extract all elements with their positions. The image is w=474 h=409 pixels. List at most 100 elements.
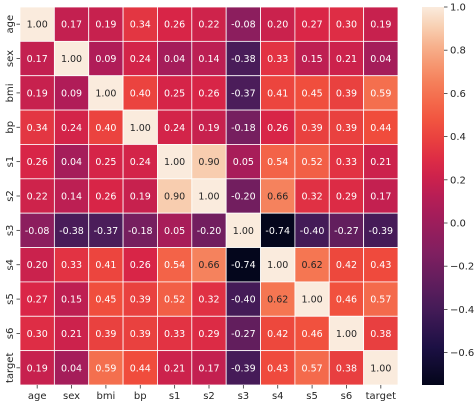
cell-label-s5-age: 0.27 [27,295,48,306]
heatmap-cell-sex-s6 [328,40,365,77]
cell-label-age-sex: 0.17 [61,20,82,31]
cell-label-sex-s1: 0.04 [164,54,185,65]
colorbar-tick-label: 0.4 [450,132,466,143]
cell-label-s1-target: 0.21 [370,157,391,168]
heatmap-cell-s4-s1 [157,247,193,283]
cell-label-s6-bmi: 0.39 [95,329,116,340]
cell-label-age-s3: -0.08 [231,20,256,31]
heatmap-cell-s5-target [363,281,399,317]
heatmap-cell-bmi-age [19,75,55,111]
y-tick-label-s2: s2 [5,190,16,202]
heatmap-cell-bp-target [363,109,399,145]
heatmap-cell-s3-s2 [191,212,227,248]
cell-label-bp-target: 0.44 [370,123,391,134]
cell-label-s2-s6: 0.29 [336,192,357,203]
y-tick-label-s3: s3 [5,225,16,237]
cell-label-s6-age: 0.30 [27,329,48,340]
x-tick-label-s4: s4 [272,391,284,402]
heatmap-cell-age-sex [53,6,90,42]
cell-label-target-s3: -0.39 [231,363,256,374]
heatmap-cell-s1-bp [122,144,158,180]
heatmap-cell-s5-bmi [88,281,124,317]
heatmap-cell-s4-s6 [328,247,365,283]
cell-label-s3-s2: -0.20 [197,226,222,237]
cell-label-s4-target: 0.43 [370,260,391,271]
heatmap-cell-s6-target [363,315,399,352]
y-tick-label-s5: s5 [5,293,16,305]
y-tick-label-bmi: bmi [5,83,16,102]
heatmap-cell-s6-bmi [88,315,124,352]
heatmap-cell-sex-target [363,40,399,77]
cell-label-s5-s1: 0.52 [164,295,185,306]
cell-label-age-bp: 0.34 [130,20,151,31]
heatmap-cell-s6-bp [122,315,158,352]
cell-label-s5-s5: 1.00 [302,295,323,306]
cell-label-target-s2: 0.17 [198,363,219,374]
heatmap-cell-bp-s2 [191,109,227,145]
cell-label-s4-bp: 0.26 [130,260,151,271]
cell-label-s3-s6: -0.27 [334,226,359,237]
heatmap-cell-s6-s1 [157,315,193,352]
cell-label-sex-sex: 1.00 [61,54,82,65]
cell-label-s5-target: 0.57 [370,295,391,306]
heatmap-cell-s2-target [363,178,399,214]
cell-label-s3-age: -0.08 [25,226,50,237]
heatmap-cell-target-s5 [294,350,330,386]
cell-label-s3-bmi: -0.37 [94,226,119,237]
cell-label-target-bp: 0.44 [130,363,151,374]
cell-label-s5-bp: 0.39 [130,295,151,306]
cell-label-s3-sex: -0.38 [59,226,84,237]
cell-label-bmi-s2: 0.26 [198,88,219,99]
cell-label-bp-s2: 0.19 [198,123,219,134]
heatmap-cell-bp-s6 [328,109,365,145]
heatmap-cell-s3-target [363,212,399,248]
x-tick-label-age: age [28,391,47,402]
heatmap-cell-age-target [363,6,399,42]
heatmap-cell-s2-age [19,178,55,214]
heatmap-cell-s1-s5 [294,144,330,180]
cell-label-s4-sex: 0.33 [61,260,82,271]
heatmap-cell-target-s4 [260,350,296,386]
cell-label-s6-s1: 0.33 [164,329,185,340]
cell-label-s2-s1: 0.90 [164,192,185,203]
cell-label-sex-bp: 0.24 [130,54,151,65]
cell-label-bp-s3: -0.18 [231,123,256,134]
cell-label-s1-sex: 0.04 [61,157,82,168]
cell-label-target-age: 0.19 [27,363,48,374]
y-axis-ticks: age sex bmi bp s1 s2 s3 s4 s5 s6 target [5,15,20,383]
cell-label-sex-s4: 0.33 [267,54,288,65]
cell-label-s6-bp: 0.39 [130,329,151,340]
cell-label-bp-bmi: 0.40 [95,123,116,134]
heatmap-cell-target-s1 [157,350,193,386]
heatmap-cell-target-s2 [191,350,227,386]
heatmap-cell-s2-bp [122,178,158,214]
cell-label-s6-s4: 0.42 [267,329,288,340]
cell-label-age-s5: 0.27 [302,20,323,31]
heatmap-cell-age-s2 [191,6,227,42]
cell-label-s3-target: -0.39 [369,226,394,237]
heatmap-cell-s3-s6 [328,212,365,248]
heatmap-cell-s3-s5 [294,212,330,248]
x-tick-label-s2: s2 [203,391,215,402]
y-tick-label-s6: s6 [5,328,16,340]
heatmap-cell-bp-bp [122,109,158,145]
cell-label-s2-s2: 1.00 [198,192,219,203]
heatmap-cell-sex-age [19,40,55,77]
heatmap-cell-bp-s5 [294,109,330,145]
colorbar-tick-label: 0.6 [450,89,466,100]
cell-label-sex-bmi: 0.09 [95,54,116,65]
cell-label-bp-s4: 0.26 [267,123,288,134]
colorbar-tick-label: 0.8 [450,46,466,57]
heatmap-cell-sex-bmi [88,40,124,77]
cell-label-s2-s4: 0.66 [267,192,288,203]
x-tick-label-s6: s6 [341,391,353,402]
cell-label-age-s1: 0.26 [164,20,185,31]
x-tick-label-s5: s5 [306,391,318,402]
x-tick-label-sex: sex [63,391,80,402]
cell-label-bp-sex: 0.24 [61,123,82,134]
cell-label-target-s1: 0.21 [164,363,185,374]
cell-label-bp-age: 0.34 [27,123,48,134]
cell-label-s2-target: 0.17 [370,192,391,203]
colorbar-gradient [422,7,444,385]
heatmap-cell-bp-bmi [88,109,124,145]
